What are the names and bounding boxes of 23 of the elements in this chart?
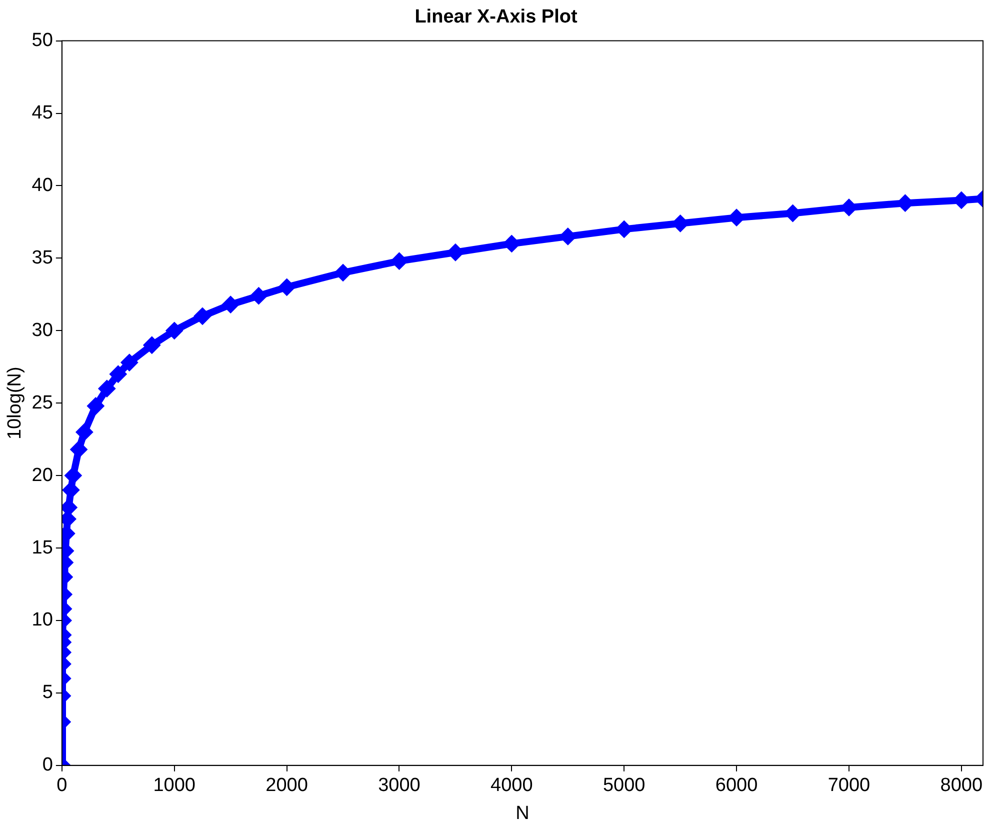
- x-tick-label: 8000: [940, 775, 983, 796]
- x-tick-label: 6000: [715, 775, 758, 796]
- x-axis-title: N: [516, 802, 530, 824]
- x-tick-label: 0: [56, 775, 68, 796]
- y-tick-label: 20: [32, 464, 53, 486]
- y-tick-label: 30: [32, 320, 53, 341]
- x-tick-label: 2000: [266, 775, 308, 796]
- x-tick-label: 5000: [602, 775, 646, 796]
- y-tick-label: 35: [32, 247, 53, 268]
- x-tick-label: 1000: [153, 775, 196, 796]
- y-tick-label: 0: [42, 754, 53, 776]
- y-tick-label: 50: [32, 30, 53, 52]
- x-tick-label: 3000: [378, 775, 420, 796]
- y-tick-label: 15: [32, 537, 53, 558]
- y-tick-label: 5: [42, 682, 53, 704]
- chart-title: Linear X-Axis Plot: [414, 6, 578, 28]
- y-tick-label: 40: [32, 174, 53, 196]
- y-tick-label: 45: [32, 102, 53, 124]
- y-axis-title: 10log(N): [4, 366, 26, 440]
- y-tick-label: 10: [32, 610, 53, 631]
- x-tick-label: 4000: [490, 775, 533, 796]
- y-tick-label: 25: [32, 392, 53, 414]
- x-tick-label: 7000: [828, 775, 870, 796]
